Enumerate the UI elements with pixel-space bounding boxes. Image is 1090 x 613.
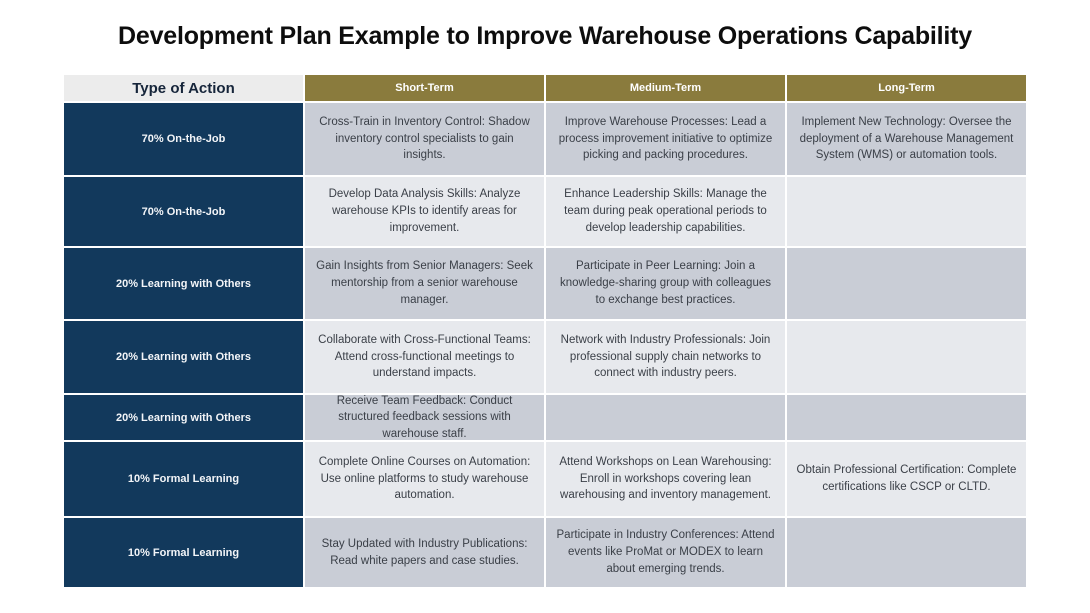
cell-medium-term: Network with Industry Professionals: Joi… <box>546 321 785 393</box>
cell-long-term: Obtain Professional Certification: Compl… <box>787 442 1026 516</box>
row-label-formal-learning-1: 10% Formal Learning <box>64 442 303 516</box>
cell-medium-term: Attend Workshops on Lean Warehousing: En… <box>546 442 785 516</box>
development-plan-table: Type of Action Short-Term Medium-Term Lo… <box>64 75 1026 587</box>
row-label-on-the-job-1: 70% On-the-Job <box>64 103 303 175</box>
cell-long-term <box>787 177 1026 246</box>
row-label-on-the-job-2: 70% On-the-Job <box>64 177 303 246</box>
column-header-long-term: Long-Term <box>787 75 1026 101</box>
cell-short-term: Complete Online Courses on Automation: U… <box>305 442 544 516</box>
column-header-short-term: Short-Term <box>305 75 544 101</box>
page-title: Development Plan Example to Improve Ware… <box>118 22 972 50</box>
cell-long-term <box>787 518 1026 587</box>
cell-medium-term: Improve Warehouse Processes: Lead a proc… <box>546 103 785 175</box>
row-label-learning-with-others-3: 20% Learning with Others <box>64 395 303 440</box>
row-label-learning-with-others-2: 20% Learning with Others <box>64 321 303 393</box>
cell-medium-term <box>546 395 785 440</box>
cell-medium-term: Participate in Industry Conferences: Att… <box>546 518 785 587</box>
cell-short-term: Receive Team Feedback: Conduct structure… <box>305 395 544 440</box>
row-label-formal-learning-2: 10% Formal Learning <box>64 518 303 587</box>
cell-medium-term: Enhance Leadership Skills: Manage the te… <box>546 177 785 246</box>
cell-short-term: Gain Insights from Senior Managers: Seek… <box>305 248 544 319</box>
cell-long-term: Implement New Technology: Oversee the de… <box>787 103 1026 175</box>
column-header-type-of-action: Type of Action <box>64 75 303 101</box>
cell-short-term: Develop Data Analysis Skills: Analyze wa… <box>305 177 544 246</box>
cell-long-term <box>787 395 1026 440</box>
cell-medium-term: Participate in Peer Learning: Join a kno… <box>546 248 785 319</box>
cell-short-term: Cross-Train in Inventory Control: Shadow… <box>305 103 544 175</box>
row-label-learning-with-others-1: 20% Learning with Others <box>64 248 303 319</box>
cell-long-term <box>787 321 1026 393</box>
cell-long-term <box>787 248 1026 319</box>
cell-short-term: Stay Updated with Industry Publications:… <box>305 518 544 587</box>
cell-short-term: Collaborate with Cross-Functional Teams:… <box>305 321 544 393</box>
column-header-medium-term: Medium-Term <box>546 75 785 101</box>
